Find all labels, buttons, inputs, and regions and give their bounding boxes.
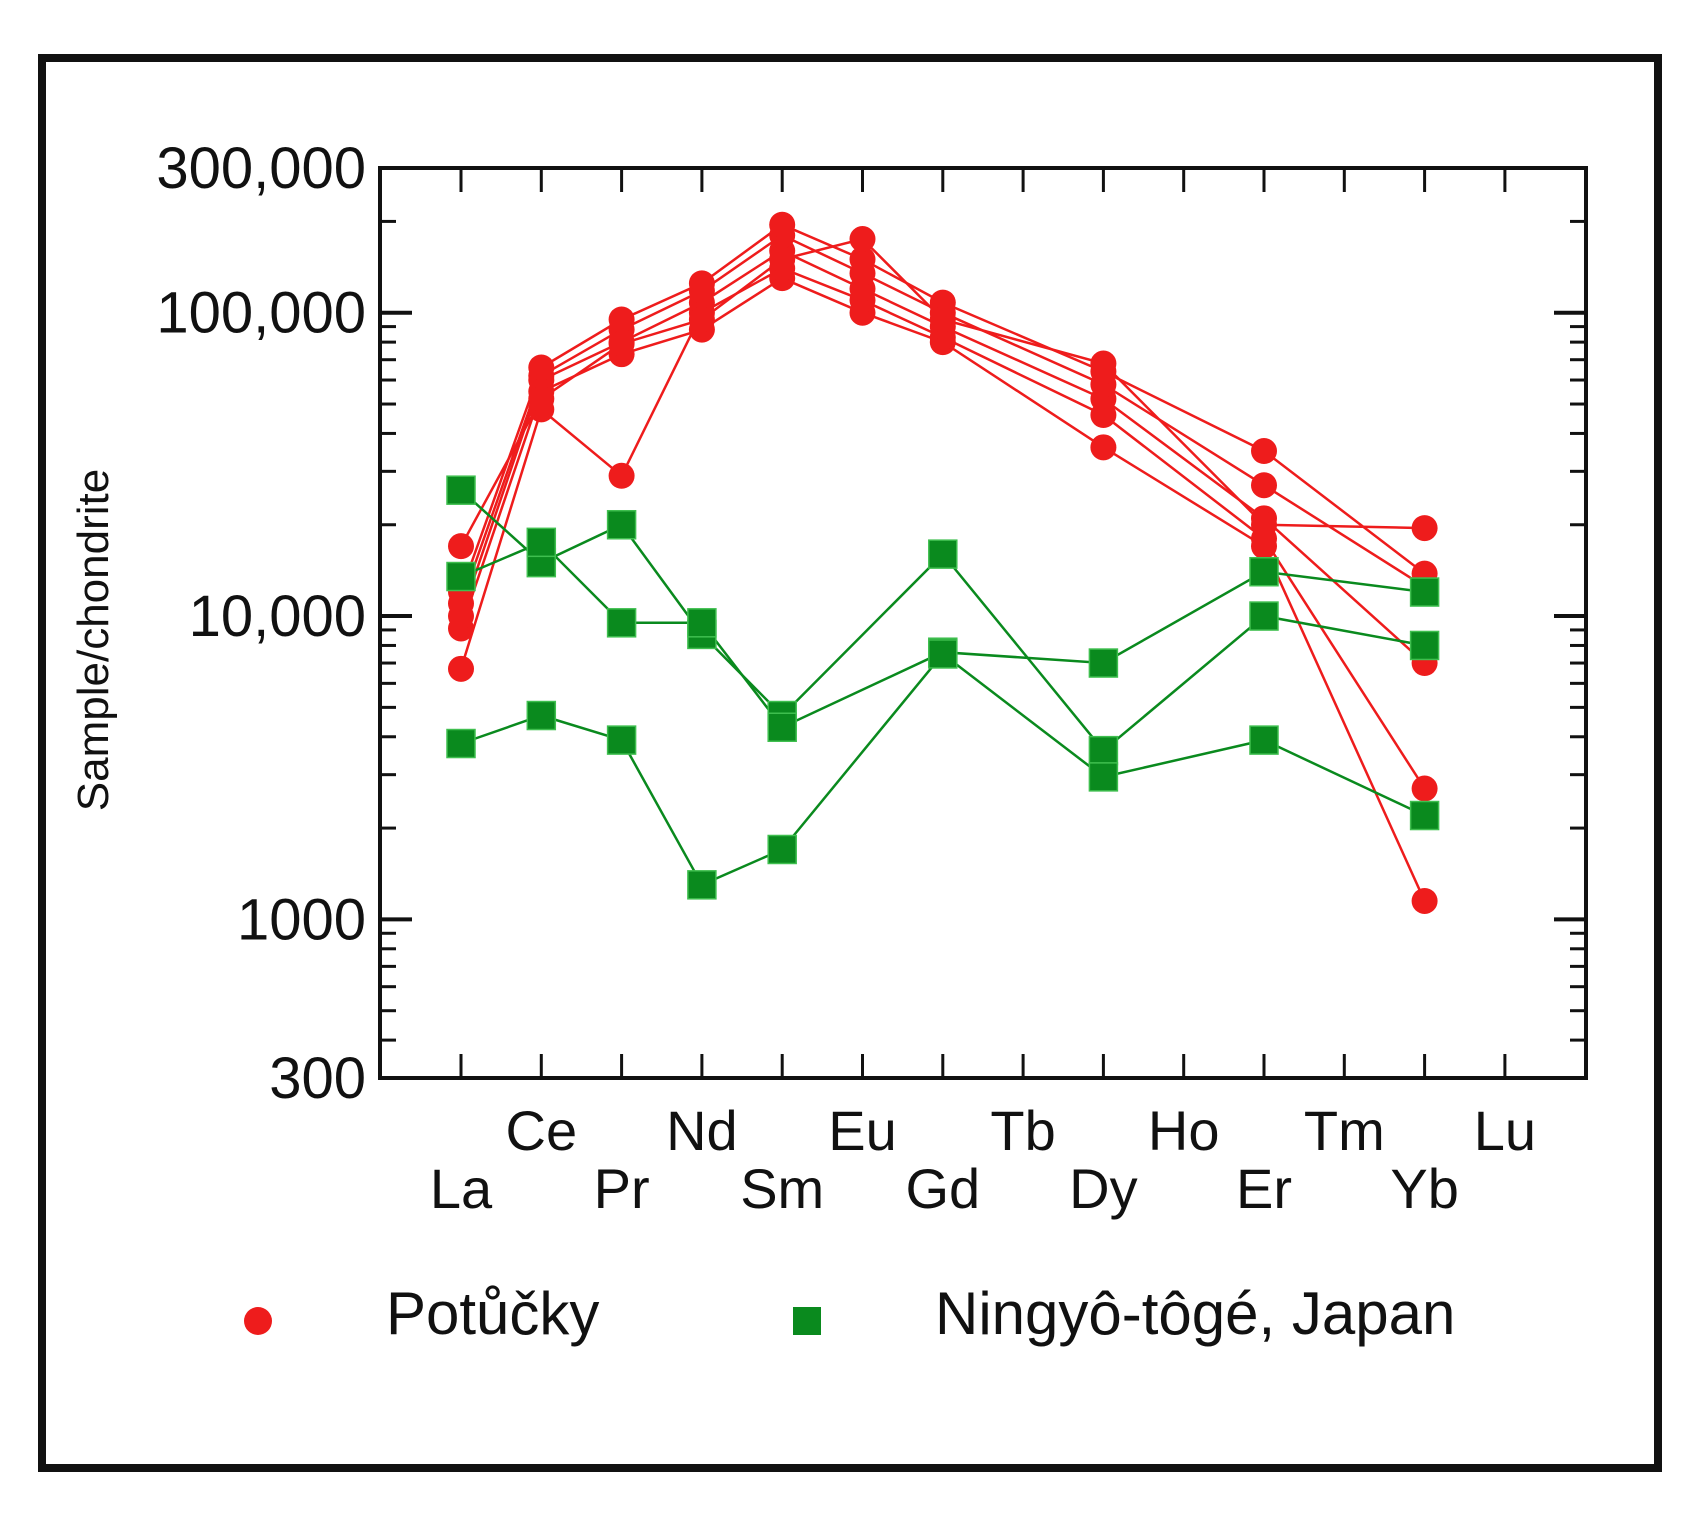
data-point-circle [1090,434,1117,461]
y-tick-label: 10,000 [189,584,366,649]
x-tick-label-sm: Sm [740,1157,824,1220]
legend-label-ningyo: Ningyô-tôgé, Japan [935,1280,1455,1347]
data-point-square [1088,735,1119,766]
data-point-square [1409,577,1440,607]
data-point-square [606,509,637,540]
data-point-circle [849,226,876,253]
x-tick-label-eu: Eu [828,1099,897,1162]
data-point-square [446,475,476,505]
x-tick-label-er: Er [1236,1157,1292,1220]
data-point-circle [688,306,715,333]
x-tick-label-tb: Tb [990,1099,1055,1162]
data-point-square [1249,601,1279,631]
x-tick-label-pr: Pr [594,1157,650,1220]
data-point-square [928,639,958,669]
data-point-circle [769,211,796,238]
y-tick-label: 300,000 [156,136,366,201]
data-point-square [526,700,557,731]
data-point-circle [448,655,474,682]
series-markers [446,211,1440,914]
data-point-circle [849,246,876,273]
data-point-circle [448,533,474,560]
series-line-3 [459,233,1426,604]
series-line-8 [460,652,1426,887]
y-tick-label: 100,000 [156,281,366,346]
x-tick-label-dy: Dy [1069,1157,1137,1220]
data-point-square [767,712,797,742]
data-point-square [1088,648,1119,678]
series-line-6 [460,489,1425,753]
data-point-square [446,728,476,759]
series-line-0 [459,276,1426,902]
data-point-circle [1090,350,1117,377]
data-point-circle [1411,515,1438,542]
data-point-circle [769,246,796,273]
legend-marker-potucky [244,1307,272,1335]
data-point-square [606,725,637,755]
series-line-2 [459,249,1426,664]
data-point-circle [1251,438,1277,465]
data-point-square [1249,725,1279,755]
data-point-square [687,870,717,900]
series-line-4 [459,223,1426,593]
data-point-circle [929,306,956,333]
data-point-square [767,834,797,865]
x-tick-label-ho: Ho [1148,1099,1220,1162]
x-tick-label-lu: Lu [1474,1099,1536,1162]
series-line-1 [459,267,1426,790]
data-point-circle [1251,511,1277,538]
data-point-circle [608,462,635,489]
x-tick-label-tm: Tm [1304,1099,1385,1162]
data-point-circle [688,270,715,297]
data-point-square [606,608,637,638]
data-point-circle [608,330,635,357]
data-point-square [526,527,557,558]
y-tick-label: 1000 [237,887,366,952]
plot-frame [378,166,1588,1080]
data-point-square [1088,762,1119,792]
y-tick-label: 300 [269,1046,366,1111]
x-tick-label-nd: Nd [666,1099,738,1162]
data-point-circle [1251,472,1277,499]
x-tick-label-la: La [430,1157,493,1220]
series-lines [459,223,1426,902]
data-point-circle [528,354,555,381]
data-point-square [1409,800,1440,831]
x-tick-label-yb: Yb [1390,1157,1459,1220]
x-ticks [459,168,1507,1078]
data-point-square [446,561,476,592]
y-axis-title: Sample/chondrite [69,469,118,811]
legend-label-potucky: Potůčky [386,1280,599,1347]
legend-marker-ningyo [793,1307,821,1335]
data-point-circle [1411,775,1438,802]
series-line-7 [460,540,1425,729]
legend: Potůčky Ningyô-tôgé, Japan [244,1280,1455,1347]
minor-ticks [380,219,1586,1042]
x-tick-label-ce: Ce [506,1099,578,1162]
data-point-circle [1411,887,1438,914]
major-ticks [380,166,1586,1080]
data-point-square [1409,630,1440,661]
series-line-5 [459,237,1425,547]
data-point-circle [608,306,635,333]
x-tick-label-gd: Gd [905,1157,980,1220]
data-point-square [928,539,958,569]
data-point-circle [528,385,555,412]
y-tick-labels: 300,000 100,000 10,000 1000 300 [156,136,366,1111]
data-point-square [1249,556,1279,587]
data-point-square [687,608,717,638]
